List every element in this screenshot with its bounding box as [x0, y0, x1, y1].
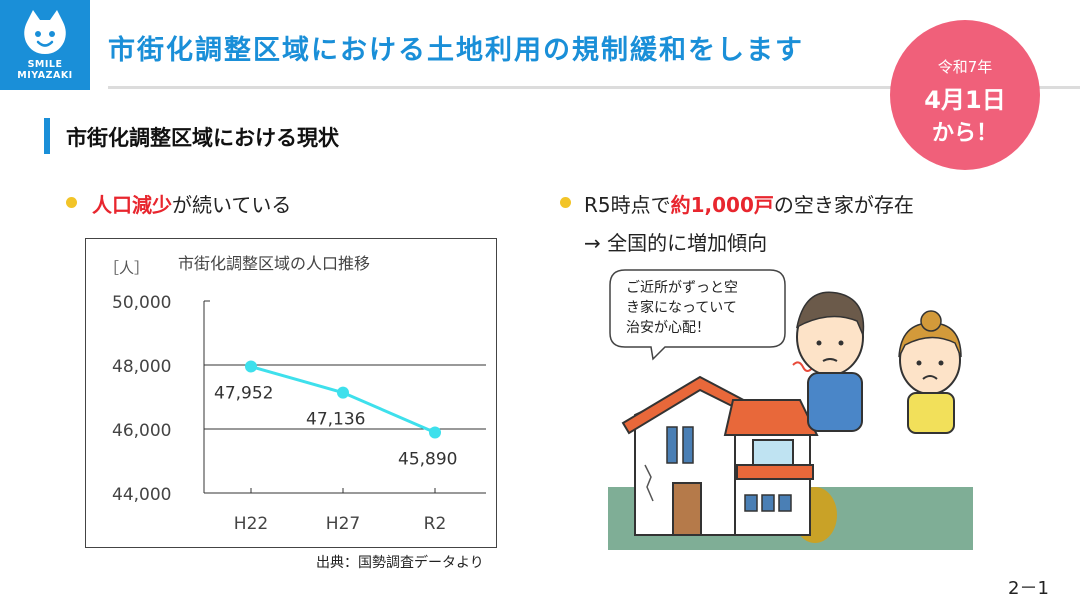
bubble-line2: き家になっていて: [626, 300, 737, 316]
vacancy-highlight: 約1,000戸: [670, 193, 774, 217]
smile-miyazaki-logo: SMILE MIYAZAKI: [0, 0, 90, 90]
speech-bubble: [609, 269, 786, 361]
population-chart-svg: ［人］ 市街化調整区域の人口推移 50,000 48,000 46,000 44,00…: [104, 254, 486, 534]
chart-data-point: [429, 426, 441, 439]
speech-bubble-text: ご近所がずっと空 き家になっていて 治安が心配！: [626, 278, 786, 338]
chart-ytick-label: 48,000: [112, 357, 171, 377]
chart-xtick-label: H27: [326, 514, 360, 534]
population-chart: ［人］ 市街化調整区域の人口推移 50,000 48,000 46,000 44,00…: [85, 238, 497, 548]
chart-xtick-label: H22: [234, 514, 268, 534]
bullet-dot-icon: [66, 197, 77, 208]
vacancy-prefix: R5時点で: [584, 193, 671, 217]
chart-ytick-label: 50,000: [112, 293, 171, 313]
chart-ytick-label: 46,000: [112, 421, 171, 441]
section-title: 市街化調整区域における現状: [66, 126, 339, 150]
chart-xtick-label: R2: [424, 514, 447, 534]
trend-text: → 全国的に増加傾向: [584, 231, 768, 255]
bullet-dot-icon: [560, 197, 571, 208]
logo-line1: SMILE: [27, 59, 63, 70]
vacancy-suffix: の空き家が存在: [773, 193, 914, 217]
page-number: 2－1: [1008, 578, 1049, 599]
badge-year: 令和7年: [937, 58, 993, 76]
population-highlight: 人口減少: [92, 193, 172, 217]
vacancy-bullet: R5時点で約1,000戸の空き家が存在: [584, 189, 914, 218]
logo-line2: MIYAZAKI: [17, 70, 73, 81]
chart-title: 市街化調整区域の人口推移: [178, 254, 370, 273]
population-text: が続いている: [172, 193, 292, 217]
bubble-line1: ご近所がずっと空: [626, 280, 738, 296]
population-bullet: 人口減少が続いている: [92, 189, 291, 218]
chart-ytick-label: 44,000: [112, 485, 171, 505]
chart-data-label: 47,136: [306, 410, 365, 430]
title-divider: [108, 86, 1080, 89]
data-source: 出典：国勢調査データより: [316, 555, 484, 571]
chart-ylabel: ［人］: [104, 259, 149, 277]
chart-data-label: 45,890: [398, 450, 457, 470]
page-title: 市街化調整区域における土地利用の規制緩和をします: [108, 35, 804, 66]
chart-data-label: 47,952: [214, 384, 273, 404]
badge-from: から！: [931, 121, 998, 146]
mascot-icon: [24, 10, 66, 54]
section-marker: [44, 118, 50, 154]
vacant-house-illustration: [608, 269, 973, 550]
start-date-badge: 令和7年 4月1日 から！: [890, 20, 1040, 170]
chart-data-point: [337, 386, 349, 399]
chart-data-point: [245, 360, 257, 373]
badge-date: 4月1日: [924, 86, 1006, 114]
bubble-line3: 治安が心配！: [626, 320, 710, 336]
